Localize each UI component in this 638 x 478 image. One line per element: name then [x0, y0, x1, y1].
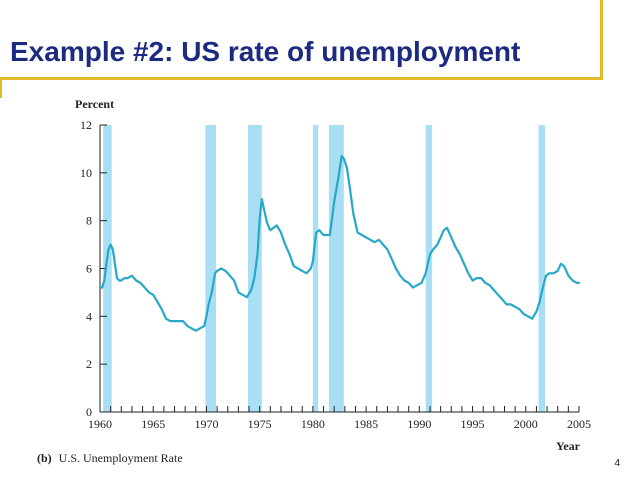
chart-caption: (b) U.S. Unemployment Rate [37, 451, 183, 465]
axes: 0 2 4 6 8 10 12 1960 1965 1970 1975 1980 1985 1990 199… [80, 118, 591, 431]
x-tick-label: 1965 [141, 417, 165, 431]
y-tick-label: 0 [86, 405, 92, 419]
x-axis-label: Year [556, 439, 581, 453]
recession-band [425, 125, 433, 412]
y-tick-label: 2 [86, 357, 92, 371]
caption-text: U.S. Unemployment Rate [59, 451, 183, 465]
caption-prefix: (b) [37, 451, 52, 465]
title-underline [0, 77, 603, 80]
recession-band [103, 125, 112, 412]
x-tick-label: 1990 [407, 417, 431, 431]
x-tick-label: 2005 [567, 417, 591, 431]
recession-band [328, 125, 344, 412]
recession-band [312, 125, 319, 412]
recession-band [538, 125, 545, 412]
x-tick-label: 1970 [194, 417, 218, 431]
title-side-rule [600, 0, 603, 80]
slide-title: Example #2: US rate of unemployment [10, 36, 521, 67]
unemployment-series [98, 155, 581, 332]
y-tick-label: 12 [80, 118, 92, 132]
slide-number: 4 [614, 458, 620, 469]
left-accent-rule [0, 80, 2, 98]
y-tick-label: 4 [86, 309, 92, 323]
x-tick-label: 1985 [354, 417, 378, 431]
y-tick-label: 8 [86, 214, 92, 228]
x-tick-label: 1960 [88, 417, 112, 431]
y-tick-label: 6 [86, 262, 92, 276]
x-tick-label: 2000 [514, 417, 538, 431]
x-tick-label: 1995 [461, 417, 485, 431]
y-axis-label: Percent [75, 97, 114, 111]
y-tick-label: 10 [80, 166, 92, 180]
recession-bands [103, 125, 545, 412]
x-tick-label: 1975 [248, 417, 272, 431]
x-tick-label: 1980 [301, 417, 325, 431]
series-line [98, 155, 581, 332]
recession-band [205, 125, 216, 412]
